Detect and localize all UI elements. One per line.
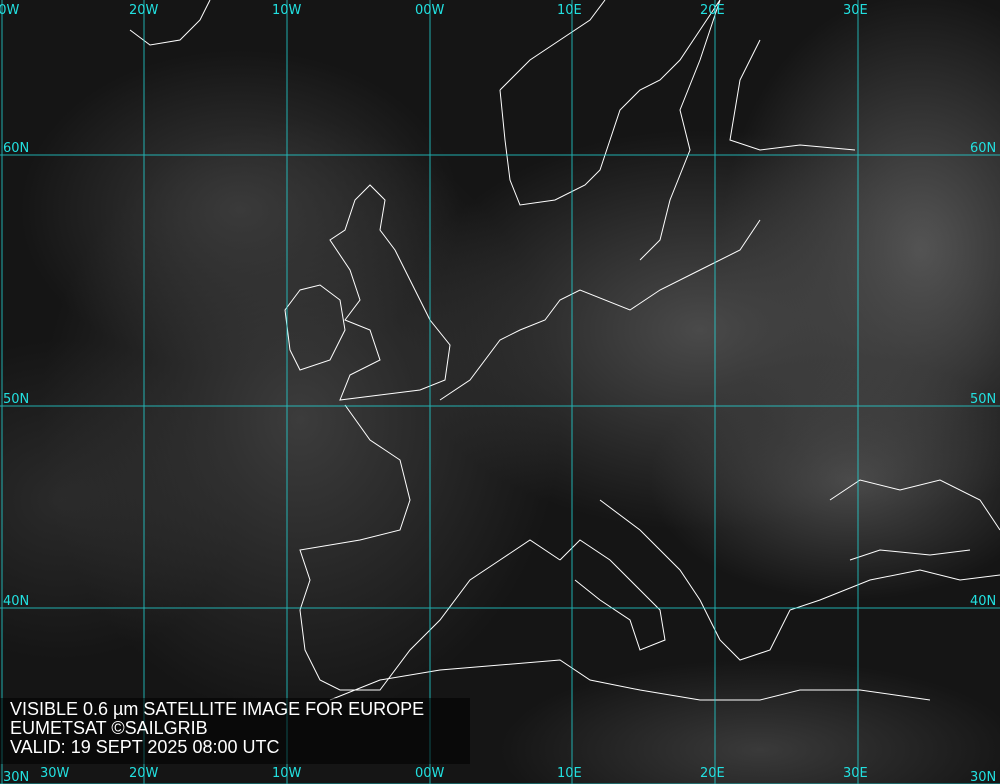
- longitude-label-bottom: 10E: [557, 766, 582, 781]
- caption-valid-time: VALID: 19 SEPT 2025 08:00 UTC: [10, 737, 280, 757]
- coastline-finland: [729, 39, 856, 151]
- longitude-label-top: 00W: [415, 3, 445, 18]
- latitude-label-right: 40N: [970, 594, 997, 609]
- longitude-label-bottom: 10W: [272, 766, 302, 781]
- longitude-label-top: 20W: [129, 3, 159, 18]
- latitude-label-left: 60N: [3, 141, 30, 156]
- longitude-label-top: 10W: [272, 3, 302, 18]
- coastline-continent-north: [439, 219, 761, 401]
- latitude-label-left: 50N: [3, 392, 30, 407]
- coastline-balkans-greece: [599, 499, 1000, 661]
- coastline-sweden-baltic: [639, 0, 721, 261]
- longitude-label-bottom: 20E: [700, 766, 725, 781]
- latitude-label-right: 30N: [970, 770, 997, 784]
- latitude-label-right: 50N: [970, 392, 997, 407]
- coastline-france-iberia: [299, 404, 561, 691]
- image-caption: VISIBLE 0.6 µm SATELLITE IMAGE FOR EUROP…: [0, 698, 470, 764]
- longitude-label-top: 30E: [843, 3, 868, 18]
- coastline-italy: [559, 539, 666, 651]
- longitude-label-bottom: 00W: [415, 766, 445, 781]
- coastline-black-sea: [829, 479, 1000, 561]
- coastline-ireland: [284, 284, 346, 371]
- latitude-label-left: 30N: [3, 770, 30, 784]
- caption-title: VISIBLE 0.6 µm SATELLITE IMAGE FOR EUROP…: [10, 699, 425, 719]
- longitude-label-bottom: 30W: [40, 766, 70, 781]
- longitude-label-top: 10E: [557, 3, 582, 18]
- latitude-label-left: 40N: [3, 594, 30, 609]
- coastline-iceland: [129, 0, 211, 46]
- longitude-label-bottom: 30E: [843, 766, 868, 781]
- longitude-label-top: 30W: [0, 3, 20, 18]
- longitude-label-top: 20E: [700, 3, 725, 18]
- longitude-label-bottom: 20W: [129, 766, 159, 781]
- coastline-british-isles: [329, 184, 451, 401]
- coastline-scandinavia: [499, 0, 721, 206]
- coastline-north-africa: [329, 659, 931, 701]
- coastlines: [129, 0, 1000, 701]
- latitude-label-right: 60N: [970, 141, 997, 156]
- caption-credit: EUMETSAT ©SAILGRIB: [10, 718, 208, 738]
